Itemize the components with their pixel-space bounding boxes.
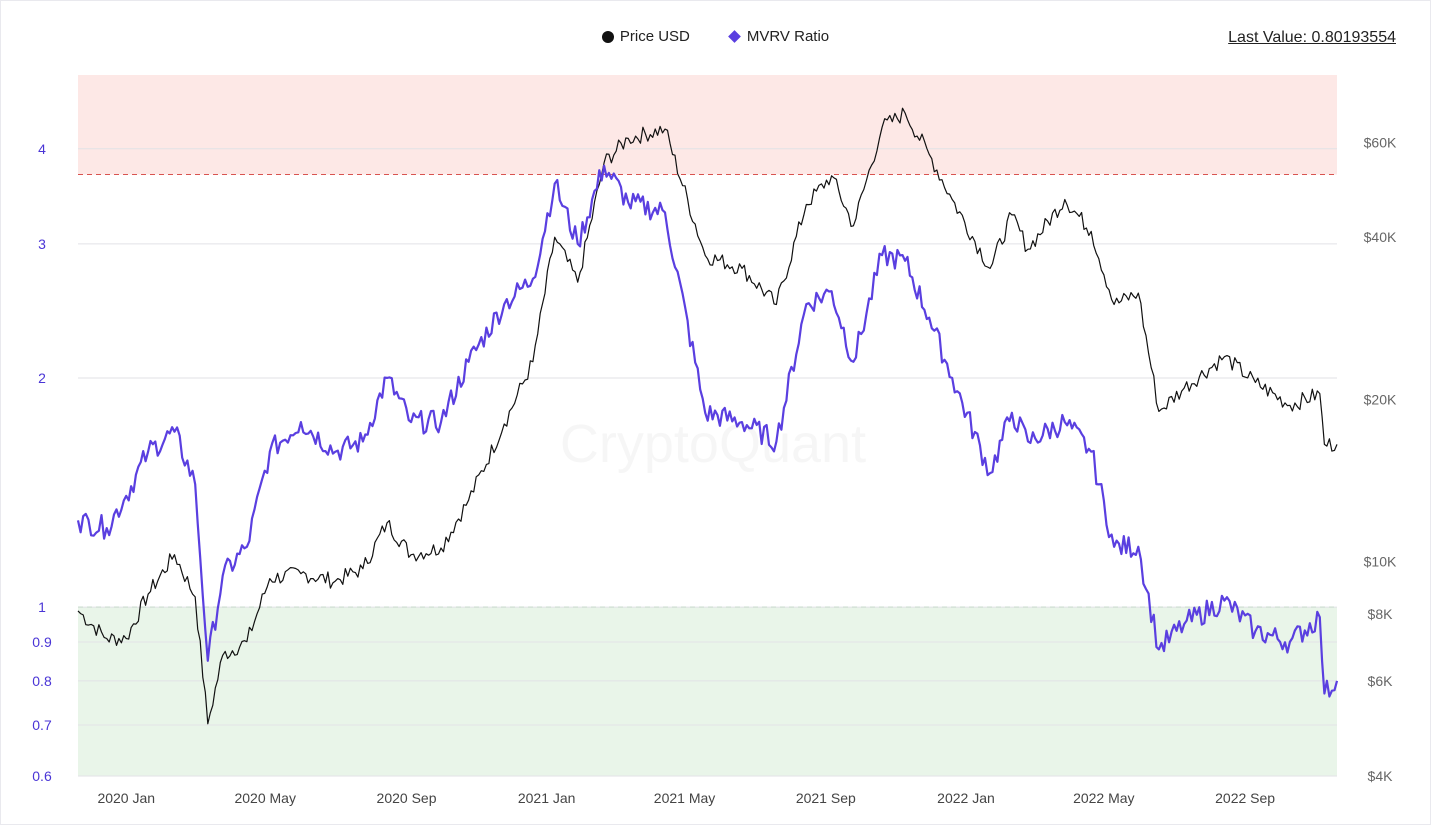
x-tick-label: 2021 May [654, 790, 715, 806]
legend: Price USD MVRV Ratio [0, 28, 1431, 45]
legend-item-price[interactable]: Price USD [601, 28, 690, 45]
watermark: CryptoQuant [560, 414, 866, 474]
undervalued-zone [78, 607, 1337, 776]
x-tick-label: 2022 Sep [1215, 790, 1275, 806]
y-left-tick-label: 0.8 [32, 673, 52, 689]
x-tick-label: 2020 Sep [377, 790, 437, 806]
y-left-tick-label: 0.9 [32, 634, 52, 650]
overvalued-zone [78, 75, 1337, 175]
y-right-tick-label: $8K [1368, 606, 1394, 622]
legend-label-mvrv: MVRV Ratio [746, 28, 830, 45]
y-left-tick-label: 3 [38, 236, 46, 252]
last-value-readout: Last Value: 0.80193554 [1228, 29, 1396, 46]
series-lines [76, 107, 1339, 725]
y-right-tick-label: $4K [1368, 768, 1394, 784]
mvrv-ratio-line [76, 164, 1339, 698]
x-tick-label: 2020 May [234, 790, 295, 806]
y-right-tick-label: $40K [1364, 229, 1397, 245]
legend-item-mvrv[interactable]: MVRV Ratio [728, 28, 830, 45]
price-dot-icon [601, 30, 614, 43]
grid-lines [78, 148, 1337, 777]
legend-label-price: Price USD [619, 28, 690, 45]
x-tick-label: 2021 Sep [796, 790, 856, 806]
y-left-tick-label: 0.6 [32, 768, 52, 784]
threshold-zones [78, 75, 1337, 776]
axis-ticks: 0.6 0.7 0.8 0.9 1 2 3 4 $4K $6K $8K $10K $20K $40K $60… [32, 134, 1397, 806]
x-tick-label: 2022 May [1073, 790, 1134, 806]
y-left-tick-label: 1 [38, 599, 46, 615]
y-right-tick-label: $6K [1368, 673, 1394, 689]
x-tick-label: 2022 Jan [937, 790, 995, 806]
y-left-tick-label: 2 [38, 370, 46, 386]
y-left-tick-label: 0.7 [32, 717, 52, 733]
x-tick-label: 2020 Jan [97, 790, 155, 806]
y-right-tick-label: $60K [1364, 134, 1397, 150]
y-right-tick-label: $10K [1364, 554, 1397, 570]
y-left-tick-label: 4 [38, 141, 46, 157]
y-right-tick-label: $20K [1364, 391, 1397, 407]
x-tick-label: 2021 Jan [518, 790, 576, 806]
price-usd-line [77, 107, 1338, 725]
